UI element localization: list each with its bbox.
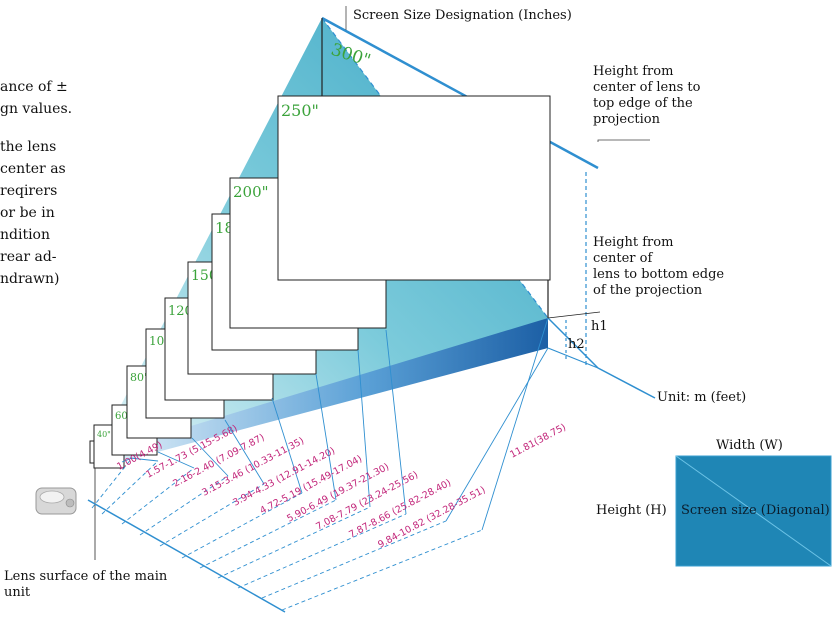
distance-leader xyxy=(481,317,549,531)
top-edge-line xyxy=(321,16,599,170)
bottom-edge-line xyxy=(547,317,599,369)
side-note-line: ndition xyxy=(0,227,51,243)
distance-arrow xyxy=(159,483,265,547)
height-top-leader xyxy=(597,139,650,142)
distance-arrow xyxy=(261,520,447,599)
height-bottom-line-4: of the projection xyxy=(593,283,703,298)
diagram-title: Screen Size Designation (Inches) xyxy=(353,8,572,23)
h1-label: h1 xyxy=(591,319,608,334)
distance-arrow xyxy=(199,499,337,569)
legend-height-label: Height (H) xyxy=(596,503,667,518)
legend-diagonal xyxy=(675,455,832,567)
unit-label: Unit: m (feet) xyxy=(657,390,747,405)
side-note-line: center as xyxy=(0,161,66,177)
screen-size-label: 200" xyxy=(233,183,269,201)
screen-size-label: 80" xyxy=(130,371,149,384)
distance-arrow xyxy=(237,513,407,589)
distance-leader xyxy=(385,329,407,515)
projector-icon xyxy=(35,487,77,515)
height-bottom-line-3: lens to bottom edge xyxy=(593,267,725,282)
distance-arrow xyxy=(281,529,483,611)
distance-leader xyxy=(224,419,265,485)
lens-surface-label: Lens surface of the main unit xyxy=(4,569,167,601)
distance-arrow xyxy=(121,467,195,525)
bottom-leader xyxy=(547,311,601,319)
far-distance-label: 11.81(38.75) xyxy=(508,422,568,461)
height-bottom-label: Height from center of lens to bottom edg… xyxy=(593,235,724,299)
distance-leader xyxy=(271,397,303,494)
distance-arrow xyxy=(139,475,229,536)
h2-label: h2 xyxy=(568,337,585,352)
side-note-line: reqirers xyxy=(0,183,58,199)
legend-width-label: Width (W) xyxy=(716,438,783,453)
height-top-line-1: Height from xyxy=(593,64,674,79)
screen-size-label: 250" xyxy=(281,101,319,120)
side-note-line: ndrawn) xyxy=(0,271,60,287)
side-note-line: rear ad- xyxy=(0,249,57,265)
height-top-line-3: top edge of the xyxy=(593,96,693,111)
height-top-label: Height from center of lens to top edge o… xyxy=(593,64,700,128)
screen-size-label: 40" xyxy=(97,430,111,439)
distance-arrow xyxy=(101,460,159,515)
distance-arrow xyxy=(91,457,133,509)
distance-leader xyxy=(191,437,229,477)
distance-arrow xyxy=(181,492,303,559)
height-top-line-4: projection xyxy=(593,112,660,127)
side-note-line: or be in xyxy=(0,205,55,221)
distance-leader xyxy=(121,457,133,463)
lens-center-line xyxy=(547,347,599,369)
screens-layer: 34.7"40"60"80"100"120"150"180"200"250"30… xyxy=(89,40,551,469)
legend-diagonal-label: Screen size (Diagonal) xyxy=(681,503,830,518)
screen-size-label: 60" xyxy=(115,411,132,422)
lens-label-line-2: unit xyxy=(4,585,31,600)
unit-leader xyxy=(597,367,656,399)
screen-outline xyxy=(277,95,551,281)
height-bottom-line-2: center of xyxy=(593,251,653,266)
distance-leader xyxy=(357,349,371,508)
distance-leader xyxy=(315,373,337,501)
projection-floor xyxy=(95,318,548,462)
side-note-line: ance of ± xyxy=(0,79,68,95)
height-top-line-2: center of lens to xyxy=(593,80,701,95)
side-note-line: the lens xyxy=(0,139,57,155)
side-note-line: gn values. xyxy=(0,101,73,117)
distance-leader xyxy=(129,457,159,462)
distance-leader xyxy=(157,451,195,469)
distance-axis xyxy=(87,499,286,613)
distance-leader xyxy=(445,347,549,522)
lens-label-line-1: Lens surface of the main xyxy=(4,569,168,584)
height-bottom-line-1: Height from xyxy=(593,235,674,250)
